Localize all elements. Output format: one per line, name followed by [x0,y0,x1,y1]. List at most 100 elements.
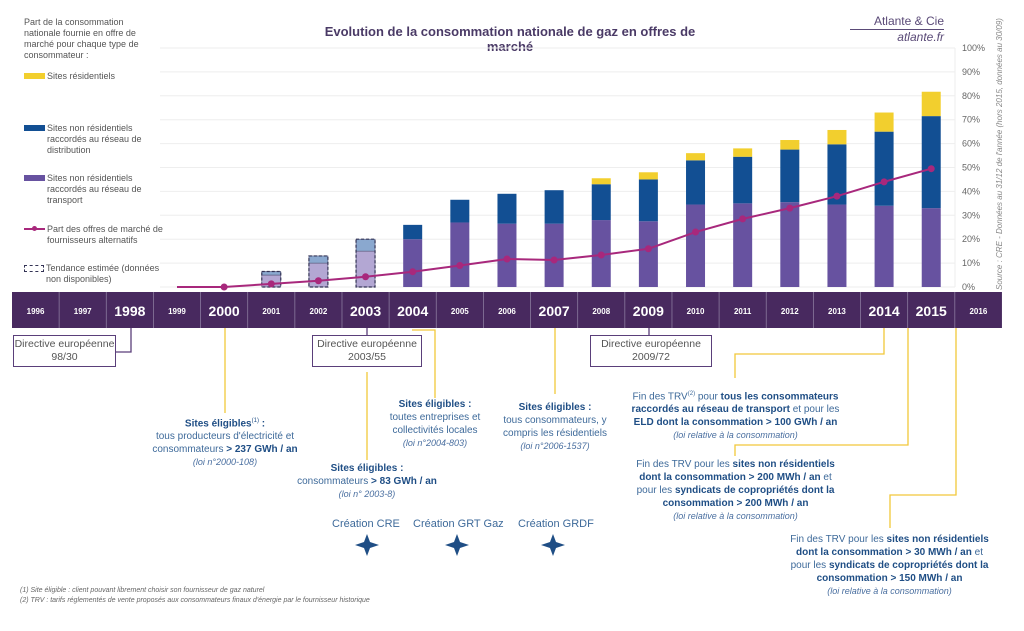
y-tick-label: 70% [962,115,980,125]
bar-segment [827,129,847,145]
legend-item-residential: Sites résidentiels [24,71,167,82]
line-point [692,228,700,236]
y-tick-label: 30% [962,210,980,220]
bar-segment [544,190,564,224]
bar-segment [544,223,564,287]
legend-item-transport: Sites non résidentiels raccordés au rése… [24,173,167,206]
event-2004: Sites éligibles : toutes entreprises et … [389,399,481,448]
event-2015: Fin des TRV pour les sites non résidenti… [636,459,835,521]
line-point [220,283,228,291]
event-2014: Fin des TRV(2) pour tous les consommateu… [631,391,840,441]
bar-segment [827,204,847,287]
timeline-year-1998: 1998 [114,303,145,319]
bar-segment [733,156,753,204]
line-point [503,255,511,263]
bar-segment [874,112,894,132]
line-point [409,268,417,276]
legend-dashed-box [24,265,44,272]
bar-segment [497,193,517,224]
bar-segment [874,205,894,287]
footnote-1: (1) Site éligible : client pouvant libre… [20,587,265,594]
bar-segment [355,238,376,252]
bar-segment [355,250,376,288]
bar-segment [638,172,658,180]
bar-segment [450,222,470,287]
legend-heading: Part de la consommation nationale fourni… [24,17,139,60]
bar-segment [921,116,941,209]
bar-segment [403,224,423,240]
footnote-2: (2) TRV : tarifs réglementés de vente pr… [20,597,370,604]
bar-segment [450,199,470,223]
timeline-year-2001: 2001 [262,307,280,316]
event-2000: Sites éligibles(1) : tous producteurs d'… [152,418,298,468]
directive-98-30: Directive européenne 98/30 [13,335,116,367]
bar-segment [497,223,517,287]
legend-item-distribution: Sites non résidentiels raccordés au rése… [24,123,167,156]
alt-suppliers-line [176,167,932,288]
bar-segment [733,148,753,157]
bar-segment [827,144,847,205]
directive-2009-72: Directive européenne 2009/72 [590,335,712,367]
y-tick-label: 40% [962,186,980,196]
timeline-year-2002: 2002 [310,307,328,316]
y-tick-label: 100% [962,43,985,53]
bar-segment [780,149,800,203]
estimated-outline [355,238,376,288]
timeline-bar [12,292,1002,328]
bar-segment [308,255,329,264]
chart-title: Evolution de la consommation nationale d… [324,24,696,54]
star-icons [355,534,565,556]
line-point [833,192,841,200]
bar-segment [780,140,800,150]
y-tick-label: 50% [962,163,980,173]
y-tick-label: 10% [962,258,980,268]
bar-segment [921,91,941,117]
line-point [314,277,322,285]
timeline-year-1997: 1997 [74,307,92,316]
bar-segment [686,153,706,161]
line-point [786,204,794,212]
line-point [927,165,935,173]
timeline-year-2000: 2000 [209,303,240,319]
y-tick-label: 20% [962,234,980,244]
line-point [644,245,652,253]
timeline-year-2014: 2014 [869,303,900,319]
timeline-year-2013: 2013 [828,307,846,316]
star-icon [355,534,379,556]
legend-swatch [24,125,45,131]
directive-2003-55: Directive européenne 2003/55 [312,335,422,367]
timeline-year-2016: 2016 [969,307,987,316]
bar-segment [638,221,658,287]
creation-grdf: Création GRDF [518,518,594,530]
star-icon [445,534,469,556]
timeline-year-2011: 2011 [734,307,752,316]
y-tick-label: 0% [962,282,975,292]
timeline-year-2007: 2007 [539,303,570,319]
legend-swatch [24,175,45,181]
legend-item-estimated: Tendance estimée (données non disponible… [24,263,166,285]
brand-url[interactable]: atlante.fr [897,30,944,44]
bar-segment [780,202,800,287]
bar-segment [686,204,706,287]
timeline-year-2010: 2010 [687,307,705,316]
y-tick-label: 80% [962,91,980,101]
y-tick-label: 60% [962,139,980,149]
star-icon [541,534,565,556]
bar-segment [591,178,611,185]
line-point [550,256,558,264]
line-point [739,215,747,223]
timeline-year-2015: 2015 [916,303,947,319]
bar-segment [686,160,706,205]
line-point [880,178,888,186]
bar-segment [403,239,423,287]
event-2007: Sites éligibles : tous consommateurs, y … [503,402,607,451]
timeline-year-2006: 2006 [498,307,516,316]
line-point [362,273,370,281]
line-point [597,251,605,259]
bar-segment [874,131,894,206]
timeline-year-2012: 2012 [781,307,799,316]
bar-segment [733,203,753,287]
timeline-year-1996: 1996 [27,307,45,316]
brand-name: Atlante & Cie [850,14,944,30]
timeline-year-1999: 1999 [168,307,186,316]
